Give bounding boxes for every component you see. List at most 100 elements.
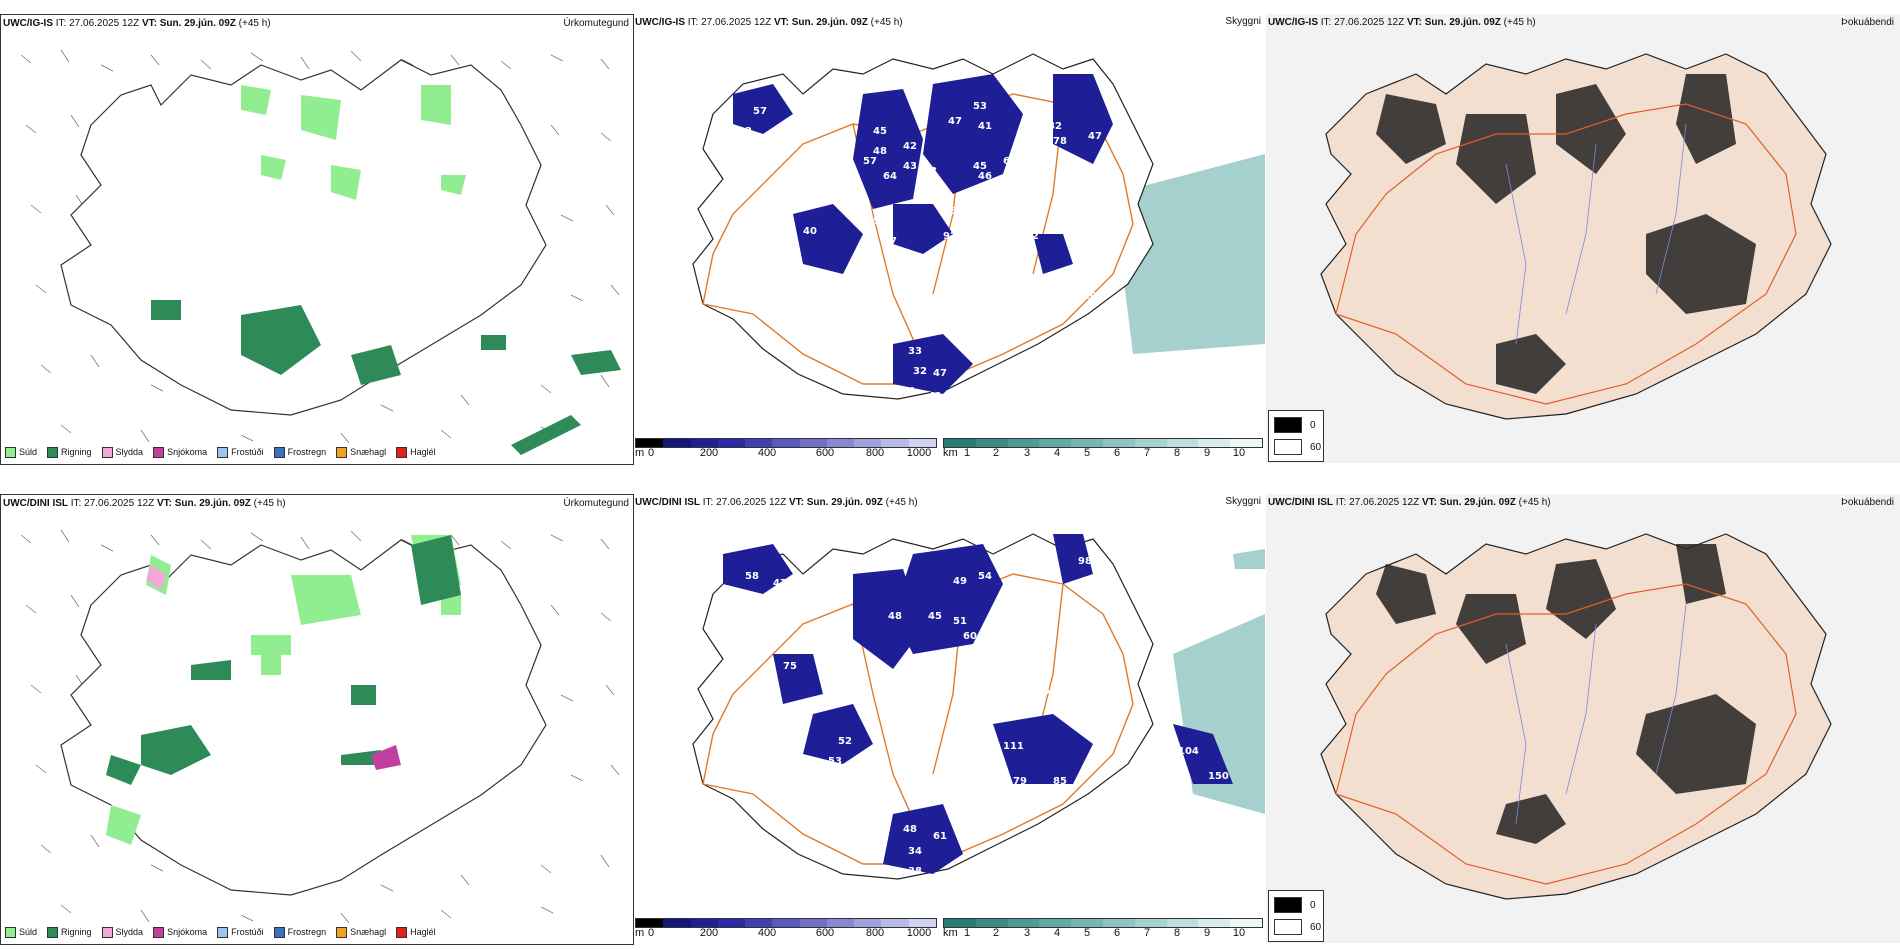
precip-type-map-top: UWC/IG-IS IT: 27.06.2025 12Z VT: Sun. 29…: [0, 14, 634, 465]
panel-title-fog: Þokuábendi: [1841, 497, 1894, 508]
visibility-tick: 5: [1083, 927, 1091, 939]
visibility-tick: 9: [1203, 447, 1211, 459]
svg-text:57: 57: [883, 236, 897, 247]
svg-text:115: 115: [908, 726, 929, 737]
visibility-unit: km: [943, 927, 958, 939]
svg-text:104: 104: [1178, 746, 1199, 757]
visibility-swatch: [975, 919, 1008, 927]
cloud-visibility-map-bottom: 58 47 51 49 54 56 98 56 48 45 51 60 61 7…: [633, 494, 1265, 943]
fog-roads: [1335, 583, 1797, 885]
visibility-swatch: [1102, 919, 1135, 927]
fog-legend-light: 60: [1274, 439, 1321, 455]
visibility-tick: 3: [1023, 447, 1031, 459]
svg-text:45: 45: [873, 126, 887, 137]
fog-legend-light: 60: [1274, 919, 1321, 935]
svg-text:57: 57: [753, 106, 767, 117]
cloudbase-tick: 600: [815, 447, 835, 459]
cloudbase-tick: 400: [757, 927, 777, 939]
cloudbase-swatch: [854, 439, 882, 447]
svg-text:60: 60: [963, 631, 977, 642]
legend-item-rigning: Rigning: [47, 446, 92, 458]
svg-text:47: 47: [1038, 171, 1052, 182]
panel-header: UWC/IG-IS IT: 27.06.2025 12Z VT: Sun. 29…: [3, 18, 271, 29]
cloudbase-tick: 800: [865, 447, 885, 459]
cloudbase-value-labels: 57 92 72 45 48 42 43 47 41 53 42 63 82 7…: [738, 101, 1112, 402]
legend-item-hagel: Haglél: [396, 446, 436, 458]
svg-text:36: 36: [1018, 296, 1032, 307]
svg-text:42: 42: [1028, 101, 1042, 112]
visibility-tick: 1: [963, 447, 971, 459]
precip-type-map-bottom: UWC/DINI ISL IT: 27.06.2025 12Z VT: Sun.…: [0, 494, 634, 945]
panel-header: UWC/DINI ISL IT: 27.06.2025 12Z VT: Sun.…: [635, 497, 918, 508]
precip-legend: Súld Rigning Slydda Snjókoma Frostúði Fr…: [5, 924, 436, 940]
svg-text:43: 43: [923, 166, 937, 177]
cloudbase-swatch: [772, 439, 800, 447]
visibility-tick: 10: [1232, 447, 1246, 459]
cloudbase-swatch: [799, 439, 827, 447]
svg-text:53: 53: [828, 756, 842, 767]
svg-text:44: 44: [901, 386, 915, 397]
visibility-tick: 7: [1143, 927, 1151, 939]
svg-text:42: 42: [793, 706, 807, 717]
cloudbase-tick: 400: [757, 447, 777, 459]
precip-legend: Súld Rigning Slydda Snjókoma Frostúði Fr…: [5, 444, 436, 460]
rivers: [1505, 603, 1687, 825]
fog-index-map-bottom: UWC/DINI ISL IT: 27.06.2025 12Z VT: Sun.…: [1266, 494, 1900, 943]
visibility-tick: 2: [992, 927, 1000, 939]
cloudbase-colorbar-swatches: [635, 438, 937, 448]
fog-legend: 0 60: [1268, 410, 1324, 462]
fog-map-graphic: [1320, 533, 1832, 900]
cloudbase-swatch: [636, 439, 664, 447]
legend-item-frostregn: Frostregn: [273, 926, 326, 938]
cloudbase-tick: 600: [815, 927, 835, 939]
svg-text:97: 97: [983, 221, 997, 232]
cloudbase-swatch: [826, 919, 855, 927]
visibility-swatch: [1102, 439, 1135, 447]
svg-text:78: 78: [1053, 136, 1067, 147]
fog-roads: [1335, 103, 1797, 405]
svg-text:82: 82: [1048, 121, 1062, 132]
cloud-map-graphic: 57 92 72 45 48 42 43 47 41 53 42 63 82 7…: [692, 53, 1265, 402]
legend-item-slydda: Slydda: [101, 926, 143, 938]
svg-text:57: 57: [843, 166, 857, 177]
panel-title-precip: Úrkomutegund: [563, 18, 629, 29]
svg-text:48: 48: [833, 776, 847, 787]
visibility-swatch: [1071, 919, 1103, 927]
svg-text:43: 43: [903, 161, 917, 172]
panel-header: UWC/DINI ISL IT: 27.06.2025 12Z VT: Sun.…: [3, 498, 286, 509]
svg-text:47: 47: [933, 368, 947, 379]
visibility-tick: 6: [1113, 927, 1121, 939]
svg-text:57: 57: [1048, 211, 1062, 222]
visibility-unit: km: [943, 447, 958, 459]
svg-text:79: 79: [1013, 776, 1027, 787]
svg-text:51: 51: [953, 616, 967, 627]
svg-text:128: 128: [858, 261, 879, 272]
svg-text:48: 48: [903, 824, 917, 835]
visibility-tick: 8: [1173, 927, 1181, 939]
visibility-swatch: [1198, 439, 1231, 447]
cloudbase-swatch: [663, 919, 691, 927]
legend-item-slydda: Slydda: [101, 446, 143, 458]
visibility-swatch: [975, 439, 1008, 447]
svg-text:56: 56: [1003, 581, 1017, 592]
visibility-swatch: [1071, 439, 1103, 447]
visibility-swatch: [1198, 919, 1231, 927]
visibility-tick: 6: [1113, 447, 1121, 459]
visibility-colorbar: km 1 2 3 4 5 6 7 8 9 10: [943, 438, 1263, 463]
fog-legend-dark: 0: [1274, 897, 1316, 913]
cloudbase-areas: [733, 74, 1113, 394]
legend-item-frostudi: Frostúði: [217, 446, 264, 458]
visibility-swatch: [944, 439, 976, 447]
svg-text:72: 72: [773, 126, 787, 137]
svg-text:53: 53: [973, 101, 987, 112]
visibility-colorbar: km 1 2 3 4 5 6 7 8 9 10: [943, 918, 1263, 943]
svg-text:47: 47: [773, 578, 787, 589]
svg-text:45: 45: [928, 611, 942, 622]
cloudbase-swatch: [717, 919, 746, 927]
cloudbase-swatch: [772, 919, 800, 927]
cloudbase-swatch: [663, 439, 691, 447]
svg-text:51: 51: [783, 601, 797, 612]
svg-text:16: 16: [1098, 176, 1112, 187]
legend-item-sudl: Súld: [5, 446, 37, 458]
cloud-map-graphic: 58 47 51 49 54 56 98 56 48 45 51 60 61 7…: [692, 533, 1265, 882]
